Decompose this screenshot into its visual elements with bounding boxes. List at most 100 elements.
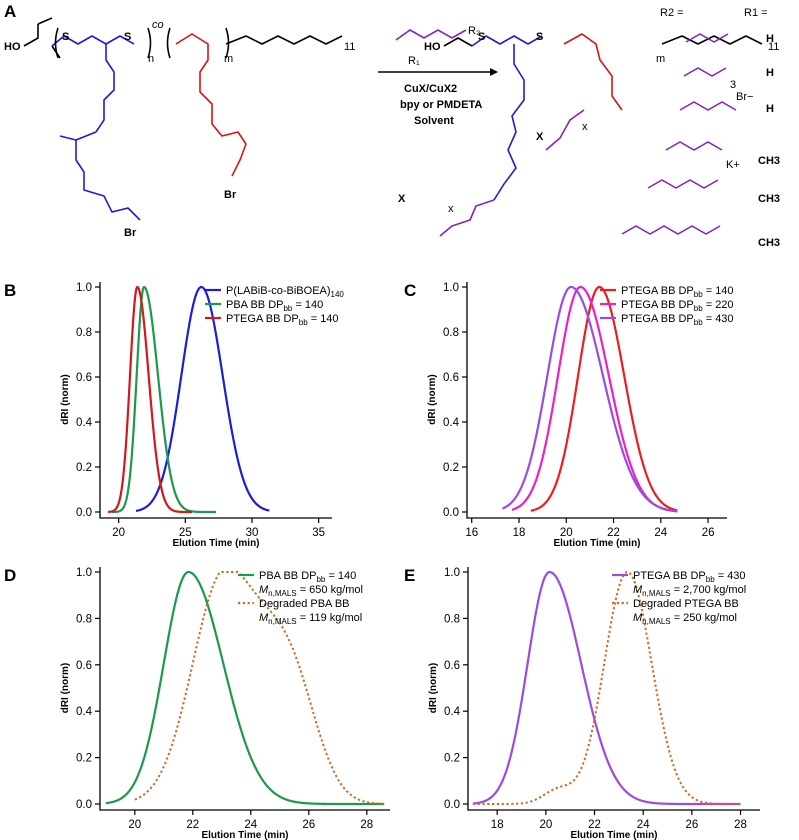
x-tick-label: 20 (128, 819, 141, 831)
axes (99, 567, 390, 811)
legend-label: PTEGA BB DPbb = 430 (633, 570, 746, 584)
chart-d-svg: D 0.0 0.2 0.4 0.6 0.8 1.0 20 22 24 26 28 Elution Tim… (4, 566, 390, 840)
series-line-2 (134, 571, 385, 805)
y-tick-label: 0.2 (444, 753, 460, 765)
legend-label-mn: Mn,MALS = 250 kg/mol (633, 612, 737, 626)
panel-letter-e: E (404, 566, 415, 585)
legend-label: PBA BB DPbb = 140 (226, 299, 323, 313)
y-tick-label: 0.4 (444, 706, 461, 718)
y-tick-label: 1.0 (444, 567, 460, 579)
y-tick-label: 0.8 (76, 327, 92, 339)
bromine-red: Br (224, 189, 237, 201)
x-axis-title: Elution Time (min) (570, 830, 657, 840)
y-tick-label: 0.8 (444, 613, 460, 625)
y-tick-label: 0.4 (76, 706, 93, 718)
sulfur-label-1: S (62, 31, 69, 43)
y-tick-label: 0.2 (76, 753, 92, 765)
series-line-3 (502, 285, 678, 513)
x-tick-label: 28 (734, 819, 747, 831)
y-tick-label: 0.6 (443, 372, 459, 384)
series-line-3 (107, 285, 193, 514)
x-tick-label: 26 (302, 819, 315, 831)
chart-panel-d: D 0.0 0.2 0.4 0.6 0.8 1.0 20 22 24 26 28 Elution Tim… (0, 555, 400, 840)
condition-line-1: CuX/CuX2 (404, 83, 457, 95)
x-tick-label: 22 (607, 527, 620, 539)
chart-b-svg: B 0.0 0.2 0.4 0.6 0.8 1.0 20 25 30 35 Elution Time … (4, 281, 344, 549)
chart-panel-e: E 0.0 0.2 0.4 0.6 0.8 1.0 18 20 22 24 26 28 Elution T… (400, 555, 799, 840)
product-ho-label: HO (424, 41, 441, 53)
product-halide-1: X (398, 193, 406, 205)
x-axis-title: Elution Time (min) (553, 538, 640, 549)
r2-label-2: Br− (736, 91, 753, 103)
x-tick-label: 25 (179, 527, 192, 539)
x-tick-label: 24 (637, 819, 650, 831)
legend-label: PTEGA BB DPbb = 140 (226, 313, 339, 327)
product-halide-2: X (536, 131, 544, 143)
y-tick-label: 0.2 (76, 462, 92, 474)
r2-header: R2 = (660, 7, 684, 19)
product-sulfur-2: S (536, 31, 543, 43)
y-tick-label: 0.8 (443, 327, 459, 339)
reaction-scheme: A HO S S n co Br m Br 11 R₁ R₂ CuX/CuX2 … (4, 2, 780, 249)
y-axis-title: dRI (norm) (60, 663, 71, 714)
panel-letter-b: B (4, 281, 16, 300)
x-tick-label: 26 (685, 819, 698, 831)
panel-letter-a: A (4, 2, 16, 21)
legend-label: PTEGA BB DPbb = 220 (621, 299, 734, 313)
r2-label-1: 3 (730, 79, 736, 91)
x-tick-label: 26 (702, 527, 715, 539)
chart-c-svg: C 0.0 0.2 0.4 0.6 0.8 1.0 16 18 20 22 24 26 Elution T… (404, 281, 734, 549)
x-tick-label: 20 (112, 527, 125, 539)
legend-label-mn: Mn,MALS = 2,700 kg/mol (633, 584, 746, 598)
axes (466, 282, 727, 519)
product-sulfur-1: S (478, 31, 485, 43)
r2-label-3: K+ (726, 159, 740, 171)
legend-label: Degraded PBA BB (259, 598, 350, 610)
r1-value-4: CH3 (758, 155, 780, 167)
x-axis-title: Elution Time (min) (172, 538, 259, 549)
legend-label: P(LABiB-co-BiBOEA)140 (226, 285, 344, 299)
y-axis-title: dRI (norm) (427, 374, 438, 425)
legend-label: Degraded PTEGA BB (633, 598, 739, 610)
y-tick-label: 0.0 (76, 799, 92, 811)
monomer-r1-label: R₁ (408, 55, 420, 67)
x-tick-label: 22 (186, 819, 199, 831)
chart-e-svg: E 0.0 0.2 0.4 0.6 0.8 1.0 18 20 22 24 26 28 Elution T… (404, 566, 760, 840)
macroinitiator-structure: HO S S n co Br m Br 11 (4, 17, 355, 239)
legend-label: PTEGA BB DPbb = 140 (621, 285, 734, 299)
reaction-conditions: R₁ R₂ CuX/CuX2 bpy or PMDETA Solvent (378, 25, 498, 127)
chart-panel-c: C 0.0 0.2 0.4 0.6 0.8 1.0 16 18 20 22 24 26 Elution T… (400, 270, 799, 555)
product-repeat-x-2: x (582, 121, 588, 133)
x-tick-label: 28 (360, 819, 373, 831)
x-tick-label: 24 (654, 527, 667, 539)
x-tick-label: 20 (560, 527, 573, 539)
y-tick-label: 0.4 (76, 417, 93, 429)
r1-value-1: H (766, 33, 774, 45)
product-chain-11: 11 (768, 41, 779, 53)
series-line-2 (111, 285, 217, 514)
x-tick-label: 18 (513, 527, 526, 539)
series-line-1 (135, 285, 270, 512)
bromine-blue: Br (124, 227, 137, 239)
chart-panel-b: B 0.0 0.2 0.4 0.6 0.8 1.0 20 25 30 35 Elution Time … (0, 270, 400, 555)
product-repeat-m: m (656, 53, 665, 65)
legend-label: PTEGA BB DPbb = 430 (621, 313, 734, 327)
series-line-1 (472, 570, 741, 806)
x-tick-label: 35 (312, 527, 325, 539)
y-tick-label: 0.4 (443, 417, 460, 429)
r1-value-3: H (766, 103, 774, 115)
y-tick-label: 0.0 (443, 507, 459, 519)
axes (467, 567, 760, 811)
y-tick-label: 1.0 (443, 282, 459, 294)
legend-label-mn: Mn,MALS = 650 kg/mol (259, 584, 363, 598)
legend-label-mn: Mn,MALS = 119 kg/mol (259, 612, 362, 626)
chain-11: 11 (344, 41, 355, 53)
axes (99, 282, 332, 519)
legend-label: PBA BB DPbb = 140 (259, 570, 356, 584)
x-tick-label: 22 (588, 819, 601, 831)
ho-label: HO (4, 41, 21, 53)
y-tick-label: 0.0 (444, 799, 460, 811)
